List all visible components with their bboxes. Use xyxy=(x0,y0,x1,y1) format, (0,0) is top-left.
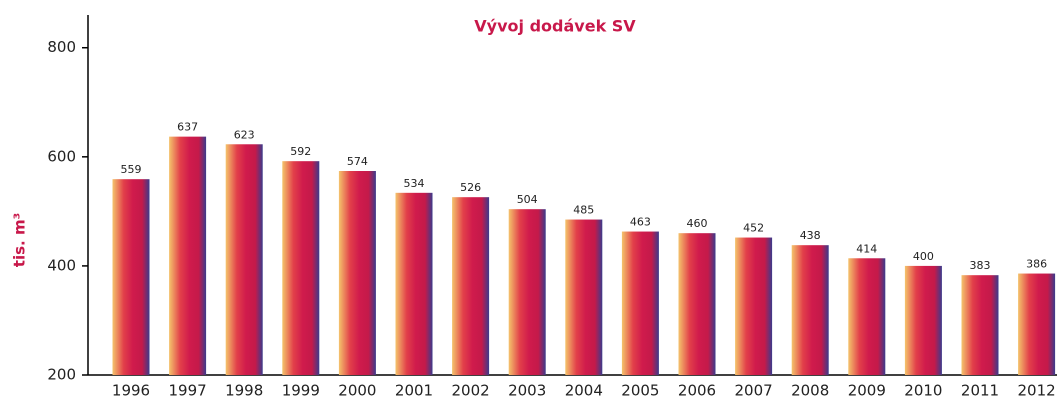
bar xyxy=(225,144,263,375)
x-tick-label: 1998 xyxy=(225,382,263,400)
bar xyxy=(621,231,659,375)
value-label: 400 xyxy=(913,250,934,263)
value-label: 592 xyxy=(290,145,311,158)
x-tick-label: 2008 xyxy=(791,382,829,400)
y-axis-label: tis. m³ xyxy=(11,213,29,267)
bar xyxy=(508,209,546,375)
x-tick-label: 2012 xyxy=(1018,382,1056,400)
value-label: 526 xyxy=(460,181,481,194)
value-label: 452 xyxy=(743,222,764,235)
x-tick-label: 1999 xyxy=(282,382,320,400)
value-label: 637 xyxy=(177,121,198,134)
x-tick-label: 2000 xyxy=(338,382,376,400)
bar xyxy=(565,219,603,375)
y-tick-label: 200 xyxy=(47,366,76,384)
y-tick-label: 600 xyxy=(47,147,76,165)
x-tick-label: 1996 xyxy=(112,382,150,400)
bar xyxy=(452,197,490,375)
value-label: 534 xyxy=(404,177,425,190)
value-label: 414 xyxy=(856,242,877,255)
y-tick-label: 400 xyxy=(47,256,76,274)
x-tick-label: 2010 xyxy=(904,382,942,400)
x-tick-label: 2003 xyxy=(508,382,546,400)
value-label: 574 xyxy=(347,155,368,168)
bar xyxy=(791,245,829,375)
chart-title: Vývoj dodávek SV xyxy=(474,17,636,36)
bar xyxy=(678,233,716,375)
bar xyxy=(961,275,999,375)
bar xyxy=(1018,273,1056,375)
value-label: 504 xyxy=(517,193,538,206)
value-label: 463 xyxy=(630,216,651,229)
x-tick-label: 2007 xyxy=(735,382,773,400)
value-label: 559 xyxy=(121,163,142,176)
x-tick-label: 2001 xyxy=(395,382,433,400)
value-label: 623 xyxy=(234,128,255,141)
x-tick-label: 2004 xyxy=(565,382,603,400)
bar xyxy=(282,161,320,375)
value-label: 485 xyxy=(573,204,594,217)
bar xyxy=(338,171,376,375)
value-label: 438 xyxy=(800,229,821,242)
value-label: 383 xyxy=(970,259,991,272)
x-tick-label: 2002 xyxy=(452,382,490,400)
x-tick-label: 2005 xyxy=(621,382,659,400)
bar xyxy=(169,136,207,375)
bar xyxy=(848,258,886,375)
bar xyxy=(112,179,150,375)
bar xyxy=(735,237,773,375)
x-tick-label: 2011 xyxy=(961,382,999,400)
bar xyxy=(904,265,942,375)
value-label: 386 xyxy=(1026,258,1047,271)
value-label: 460 xyxy=(687,217,708,230)
y-tick-label: 800 xyxy=(47,38,76,56)
bar xyxy=(395,192,433,375)
x-tick-label: 1997 xyxy=(169,382,207,400)
x-tick-label: 2006 xyxy=(678,382,716,400)
x-tick-label: 2009 xyxy=(848,382,886,400)
